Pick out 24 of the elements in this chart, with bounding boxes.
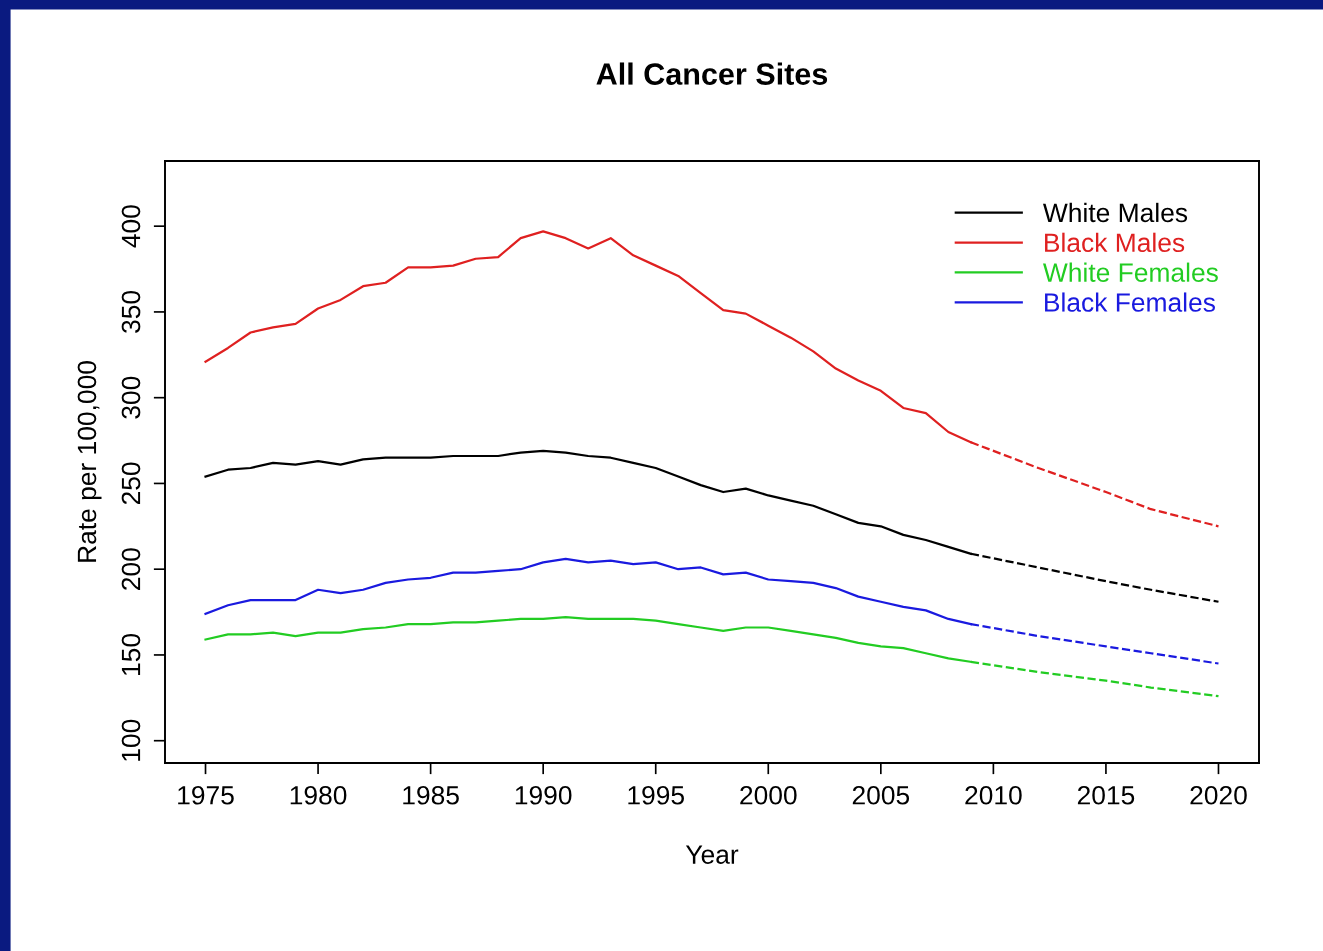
x-tick-label: 2010: [965, 785, 1022, 805]
y-tick-label: 400: [121, 205, 141, 248]
x-axis-title: Year: [685, 845, 739, 864]
x-tick-label: 1975: [178, 785, 234, 805]
y-tick-label: 150: [121, 633, 141, 675]
x-tick-label: 1990: [515, 785, 572, 805]
legend-label: White Males: [1042, 202, 1188, 223]
x-tick-label: 1995: [628, 785, 684, 805]
x-tick-label: 2000: [740, 785, 797, 805]
x-tick-label: 2005: [852, 785, 910, 805]
legend-label: Black Females: [1045, 292, 1215, 312]
y-axis-title: Rate per 100,000: [77, 361, 102, 562]
x-tick-label: 2015: [1077, 785, 1135, 805]
y-tick-label: 200: [121, 548, 141, 590]
chart-title: All Cancer Sites: [596, 62, 828, 85]
legend-label: Black Males: [1045, 232, 1185, 253]
x-tick-label: 1985: [403, 785, 459, 805]
y-tick-label: 250: [121, 462, 141, 505]
x-tick-label: 2020: [1190, 785, 1247, 805]
y-tick-label: 350: [121, 290, 141, 333]
y-tick-label: 300: [121, 376, 141, 419]
y-tick-label: 100: [121, 719, 141, 761]
legend-label: White Females: [1042, 262, 1218, 282]
x-tick-label: 1980: [290, 785, 347, 805]
